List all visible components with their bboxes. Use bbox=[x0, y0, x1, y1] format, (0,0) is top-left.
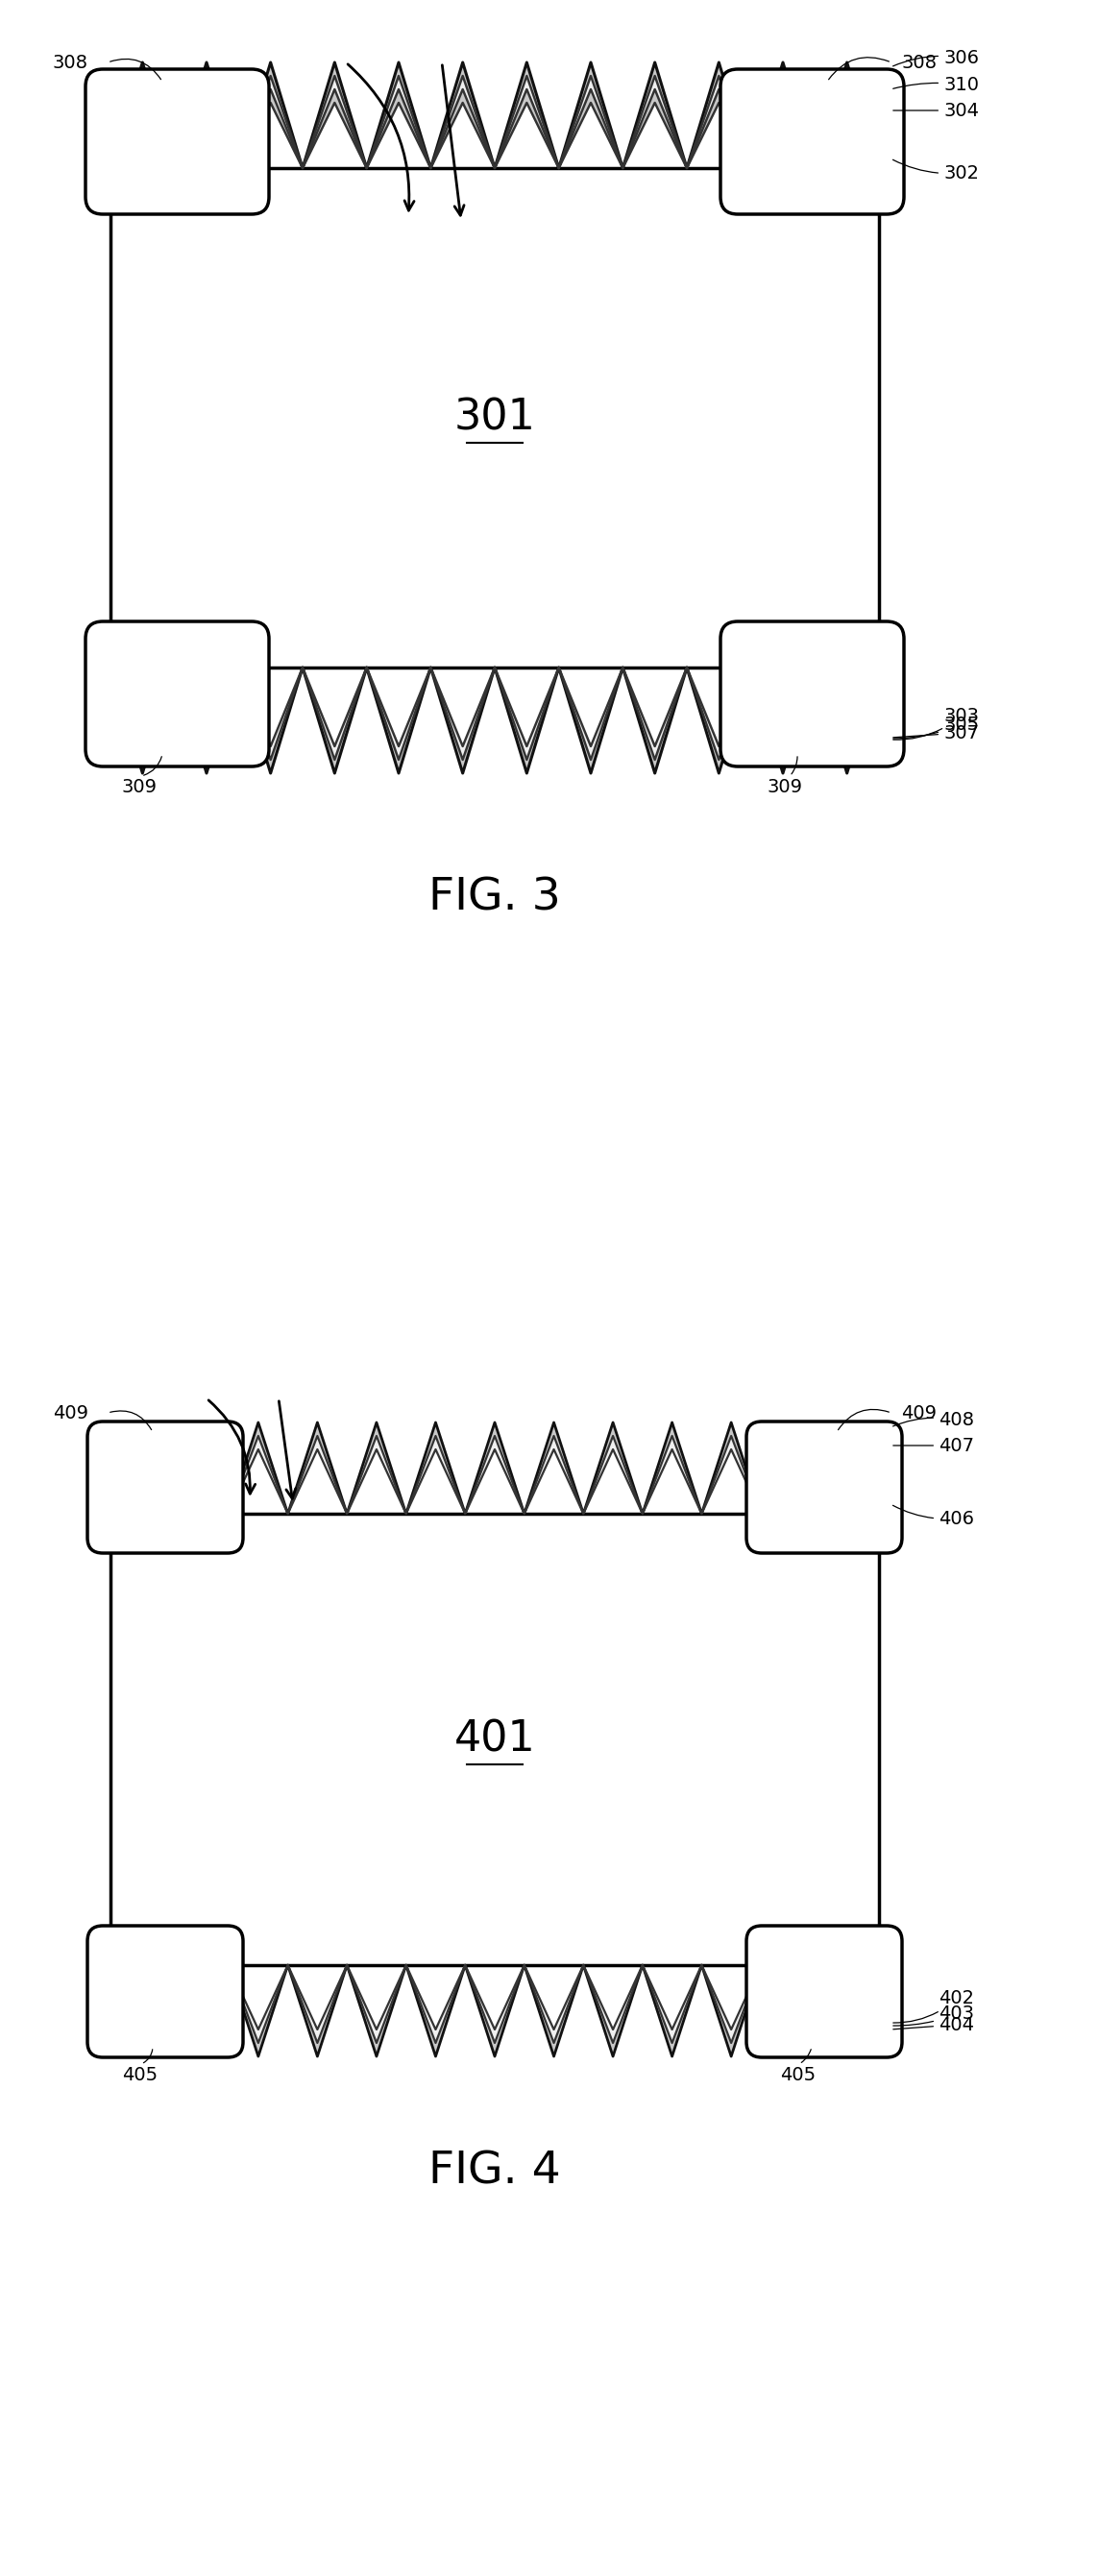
Polygon shape bbox=[111, 1422, 879, 1515]
Text: 403: 403 bbox=[893, 2004, 974, 2025]
Bar bbox=[111, 167, 879, 667]
FancyBboxPatch shape bbox=[86, 70, 269, 214]
FancyBboxPatch shape bbox=[88, 1927, 243, 2058]
FancyBboxPatch shape bbox=[88, 1422, 243, 1553]
Polygon shape bbox=[111, 1965, 879, 2056]
Text: 307: 307 bbox=[893, 724, 979, 742]
Text: 405: 405 bbox=[781, 2066, 816, 2084]
Text: 308: 308 bbox=[901, 54, 937, 72]
Text: 308: 308 bbox=[53, 54, 88, 72]
Text: 309: 309 bbox=[768, 778, 803, 796]
Text: 306: 306 bbox=[893, 49, 979, 67]
Bar bbox=[111, 1515, 879, 1965]
Text: 408: 408 bbox=[893, 1412, 974, 1430]
Text: FIG. 4: FIG. 4 bbox=[428, 2151, 561, 2192]
Text: 301: 301 bbox=[453, 397, 536, 438]
Text: 310: 310 bbox=[893, 75, 979, 93]
Polygon shape bbox=[111, 667, 879, 760]
Text: 402: 402 bbox=[893, 1989, 974, 2022]
Text: 302: 302 bbox=[893, 160, 979, 183]
Text: 404: 404 bbox=[893, 2014, 974, 2035]
Text: 401: 401 bbox=[453, 1718, 536, 1759]
Polygon shape bbox=[111, 1965, 879, 2043]
FancyBboxPatch shape bbox=[720, 70, 904, 214]
Text: 409: 409 bbox=[53, 1404, 88, 1422]
Text: 406: 406 bbox=[893, 1504, 974, 1528]
Text: FIG. 3: FIG. 3 bbox=[428, 876, 561, 920]
Text: 309: 309 bbox=[122, 778, 157, 796]
Polygon shape bbox=[111, 75, 879, 167]
Polygon shape bbox=[111, 667, 879, 773]
FancyBboxPatch shape bbox=[747, 1927, 903, 2058]
Text: 303: 303 bbox=[893, 706, 979, 739]
Polygon shape bbox=[111, 90, 879, 167]
Text: 407: 407 bbox=[893, 1437, 974, 1455]
Text: 405: 405 bbox=[122, 2066, 158, 2084]
FancyBboxPatch shape bbox=[720, 621, 904, 768]
Polygon shape bbox=[111, 1435, 879, 1515]
FancyBboxPatch shape bbox=[747, 1422, 903, 1553]
Text: 305: 305 bbox=[893, 716, 979, 739]
Polygon shape bbox=[111, 62, 879, 167]
Text: 409: 409 bbox=[901, 1404, 937, 1422]
Text: 304: 304 bbox=[893, 100, 979, 118]
FancyBboxPatch shape bbox=[86, 621, 269, 768]
